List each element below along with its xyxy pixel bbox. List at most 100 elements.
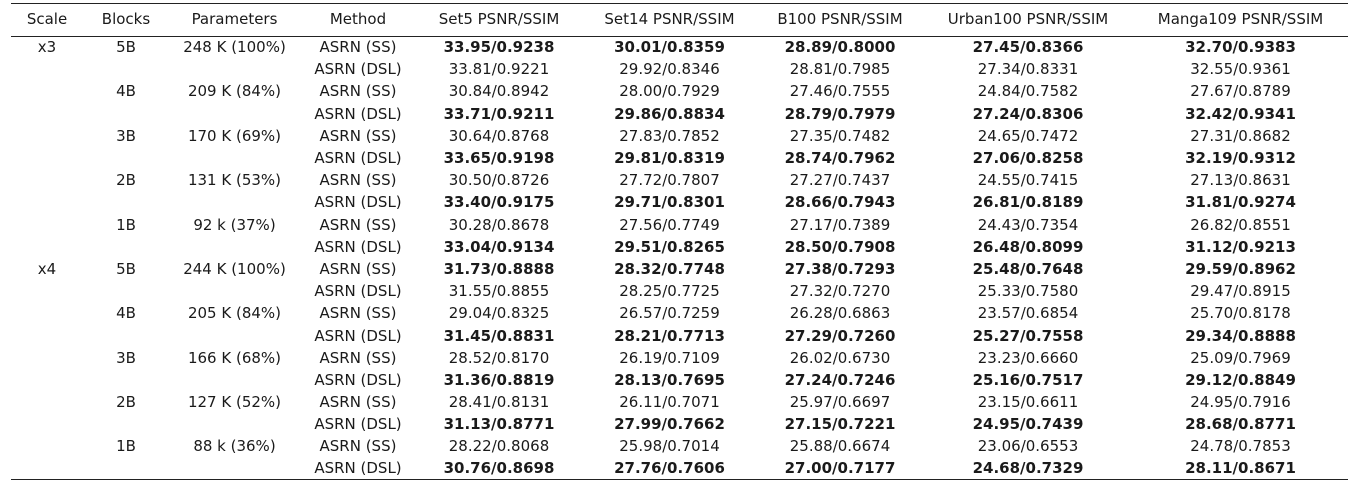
table-row: ASRN (DSL) 31.13/0.8771 27.99/0.7662 27.15/… bbox=[11, 413, 1348, 435]
scale-cell bbox=[11, 391, 83, 413]
scale-cell bbox=[11, 347, 83, 369]
parameters-cell bbox=[169, 236, 300, 258]
blocks-cell bbox=[83, 457, 169, 481]
parameters-cell: 127 K (52%) bbox=[187, 393, 282, 412]
set5-cell: 33.40/0.9175 bbox=[443, 193, 555, 212]
method-cell: ASRN (SS) bbox=[319, 304, 397, 323]
blocks-cell: 5B bbox=[116, 259, 136, 278]
method-cell: ASRN (SS) bbox=[319, 126, 397, 145]
set5-cell: 30.84/0.8942 bbox=[448, 82, 550, 101]
set14-cell: 27.72/0.7807 bbox=[619, 171, 720, 190]
scale-cell bbox=[11, 125, 83, 147]
urban100-cell: 24.43/0.7354 bbox=[977, 215, 1079, 234]
manga109-cell: 24.78/0.7853 bbox=[1190, 437, 1291, 456]
scale-cell bbox=[11, 280, 83, 302]
scale-cell bbox=[11, 236, 83, 258]
scale-cell bbox=[11, 103, 83, 125]
parameters-cell bbox=[169, 280, 300, 302]
parameters-cell: 170 K (69%) bbox=[187, 126, 282, 145]
set5-cell: 30.50/0.8726 bbox=[448, 171, 550, 190]
scale-cell: x3 bbox=[37, 38, 57, 57]
table-body: x3 5B 248 K (100%) ASRN (SS) 33.95/0.9238 30.… bbox=[11, 36, 1348, 481]
parameters-cell: 92 k (37%) bbox=[193, 215, 276, 234]
parameters-cell bbox=[169, 369, 300, 391]
parameters-cell bbox=[169, 324, 300, 346]
parameters-cell: 244 K (100%) bbox=[183, 259, 286, 278]
set5-cell: 31.45/0.8831 bbox=[443, 326, 555, 345]
parameters-cell bbox=[169, 58, 300, 80]
urban100-cell: 27.45/0.8366 bbox=[972, 38, 1084, 57]
manga109-cell: 32.19/0.9312 bbox=[1185, 149, 1296, 168]
blocks-cell bbox=[83, 280, 169, 302]
urban100-cell: 24.95/0.7439 bbox=[972, 415, 1084, 434]
table-row: x3 5B 248 K (100%) ASRN (SS) 33.95/0.9238 30.… bbox=[11, 36, 1348, 58]
method-cell: ASRN (DSL) bbox=[300, 457, 416, 481]
method-cell: ASRN (DSL) bbox=[314, 370, 402, 389]
set14-cell: 28.00/0.7929 bbox=[619, 82, 720, 101]
header-blocks: Blocks bbox=[83, 3, 169, 37]
set5-cell: 33.95/0.9238 bbox=[443, 38, 555, 57]
set14-cell: 26.19/0.7109 bbox=[619, 348, 720, 367]
set14-cell: 27.56/0.7749 bbox=[619, 215, 720, 234]
set5-cell: 30.76/0.8698 bbox=[416, 457, 582, 481]
urban100-cell: 25.16/0.7517 bbox=[972, 370, 1084, 389]
b100-cell: 28.81/0.7985 bbox=[789, 60, 891, 79]
scale-cell bbox=[11, 369, 83, 391]
method-cell: ASRN (DSL) bbox=[314, 282, 402, 301]
set14-cell: 29.92/0.8346 bbox=[619, 60, 720, 79]
urban100-cell: 25.33/0.7580 bbox=[977, 282, 1079, 301]
set5-cell: 31.55/0.8855 bbox=[448, 282, 550, 301]
table-row: ASRN (DSL) 31.36/0.8819 28.13/0.7695 27.24/… bbox=[11, 369, 1348, 391]
parameters-cell bbox=[169, 457, 300, 481]
parameters-cell bbox=[169, 147, 300, 169]
set14-cell: 27.99/0.7662 bbox=[614, 415, 725, 434]
blocks-cell: 4B bbox=[116, 304, 136, 323]
header-scale: Scale bbox=[11, 3, 83, 37]
method-cell: ASRN (DSL) bbox=[314, 415, 402, 434]
manga109-cell: 27.31/0.8682 bbox=[1190, 126, 1291, 145]
b100-cell: 25.97/0.6697 bbox=[789, 393, 891, 412]
manga109-cell: 31.12/0.9213 bbox=[1185, 237, 1296, 256]
set14-cell: 26.11/0.7071 bbox=[619, 393, 720, 412]
b100-cell: 27.46/0.7555 bbox=[789, 82, 891, 101]
set5-cell: 31.13/0.8771 bbox=[443, 415, 555, 434]
header-set14: Set14 PSNR/SSIM bbox=[582, 3, 757, 37]
parameters-cell: 166 K (68%) bbox=[187, 348, 282, 367]
manga109-cell: 29.34/0.8888 bbox=[1185, 326, 1296, 345]
parameters-cell: 205 K (84%) bbox=[187, 304, 282, 323]
set14-cell: 28.25/0.7725 bbox=[619, 282, 720, 301]
set14-cell: 29.81/0.8319 bbox=[614, 149, 725, 168]
set5-cell: 29.04/0.8325 bbox=[448, 304, 550, 323]
table-row: ASRN (DSL) 31.55/0.8855 28.25/0.7725 27.32/… bbox=[11, 280, 1348, 302]
scale-cell bbox=[11, 147, 83, 169]
set14-cell: 28.21/0.7713 bbox=[614, 326, 725, 345]
table-row: 3B 170 K (69%) ASRN (SS) 30.64/0.8768 27.83/… bbox=[11, 125, 1348, 147]
manga109-cell: 29.12/0.8849 bbox=[1185, 370, 1296, 389]
table-row: ASRN (DSL) 31.45/0.8831 28.21/0.7713 27.29/… bbox=[11, 324, 1348, 346]
parameters-cell bbox=[169, 103, 300, 125]
set5-cell: 31.36/0.8819 bbox=[443, 370, 555, 389]
b100-cell: 27.24/0.7246 bbox=[784, 370, 896, 389]
scale-cell: x4 bbox=[37, 259, 57, 278]
method-cell: ASRN (SS) bbox=[319, 348, 397, 367]
scale-cell bbox=[11, 457, 83, 481]
blocks-cell bbox=[83, 236, 169, 258]
urban100-cell: 24.68/0.7329 bbox=[923, 457, 1133, 481]
blocks-cell: 1B bbox=[116, 215, 136, 234]
table-row: ASRN (DSL) 33.71/0.9211 29.86/0.8834 28.79/… bbox=[11, 103, 1348, 125]
results-table: Scale Blocks Parameters Method Set5 PSNR… bbox=[11, 3, 1348, 481]
header-set5: Set5 PSNR/SSIM bbox=[416, 3, 582, 37]
manga109-cell: 32.42/0.9341 bbox=[1185, 104, 1296, 123]
table-row: x4 5B 244 K (100%) ASRN (SS) 31.73/0.8888 28.… bbox=[11, 258, 1348, 280]
blocks-cell: 2B bbox=[116, 171, 136, 190]
set14-cell: 29.71/0.8301 bbox=[614, 193, 725, 212]
table-row: ASRN (DSL) 33.65/0.9198 29.81/0.8319 28.74/… bbox=[11, 147, 1348, 169]
set5-cell: 28.52/0.8170 bbox=[448, 348, 550, 367]
set14-cell: 30.01/0.8359 bbox=[614, 38, 725, 57]
urban100-cell: 27.24/0.8306 bbox=[972, 104, 1084, 123]
table-row: ASRN (DSL) 33.04/0.9134 29.51/0.8265 28.50/… bbox=[11, 236, 1348, 258]
manga109-cell: 27.13/0.8631 bbox=[1190, 171, 1291, 190]
urban100-cell: 26.48/0.8099 bbox=[972, 237, 1084, 256]
header-manga109: Manga109 PSNR/SSIM bbox=[1133, 3, 1348, 37]
